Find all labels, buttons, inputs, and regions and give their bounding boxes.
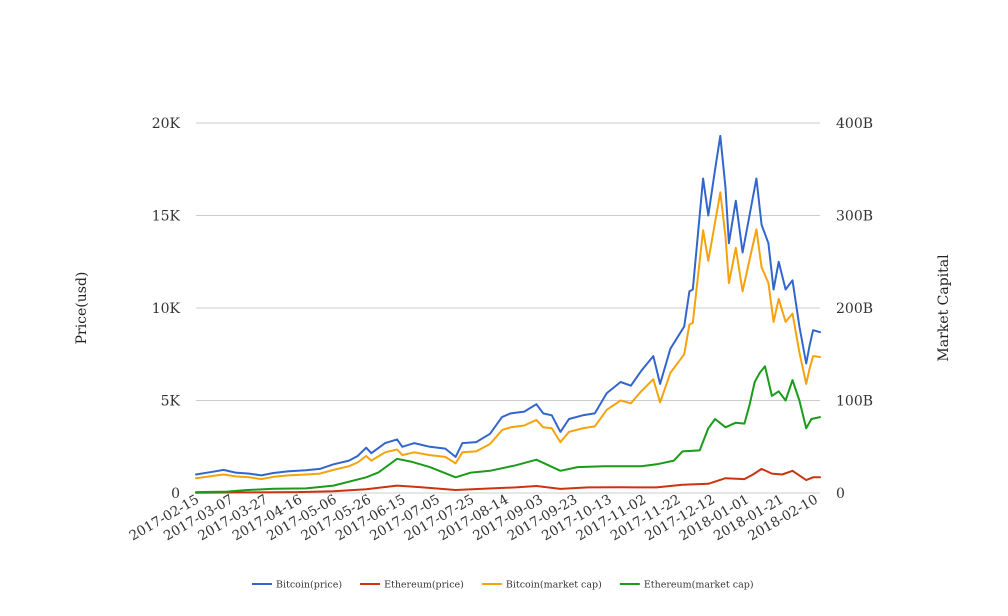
right-tick-label: 100B	[836, 394, 873, 410]
left-axis-ticks: 0 5K 10K 15K 20K	[152, 116, 181, 502]
right-tick-label: 400B	[836, 116, 873, 132]
left-axis-title: Price(usd)	[74, 272, 90, 345]
right-tick-label: 200B	[836, 301, 873, 317]
right-axis-title: Market Capital	[936, 254, 952, 362]
left-tick-label: 0	[171, 486, 180, 502]
legend-label: Ethereum(market cap)	[644, 580, 754, 591]
series-line	[195, 191, 821, 481]
right-axis-ticks: 0 100B 200B 300B 400B	[836, 116, 873, 502]
legend-label: Bitcoin(market cap)	[506, 580, 602, 591]
right-tick-label: 0	[836, 486, 845, 502]
legend: Bitcoin(price) Ethereum(price) Bitcoin(mar…	[252, 580, 754, 591]
left-tick-label: 5K	[161, 394, 181, 410]
series-line	[195, 467, 821, 494]
legend-label: Ethereum(price)	[384, 580, 464, 591]
left-tick-label: 15K	[152, 209, 181, 225]
series-lines	[195, 134, 821, 494]
x-axis-ticks: 2017-02-152017-03-072017-03-272017-04-16…	[127, 492, 821, 545]
right-tick-label: 300B	[836, 209, 873, 225]
gridlines	[196, 122, 820, 494]
legend-label: Bitcoin(price)	[276, 580, 342, 591]
series-line	[195, 134, 821, 477]
left-tick-label: 20K	[152, 116, 181, 132]
left-tick-label: 10K	[152, 301, 181, 317]
series-line	[195, 365, 821, 494]
